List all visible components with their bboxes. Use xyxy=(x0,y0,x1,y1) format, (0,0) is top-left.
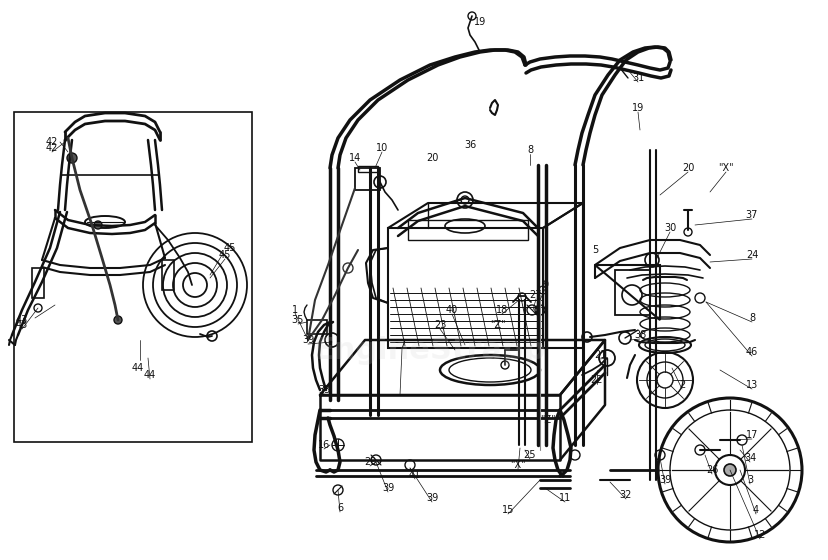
Text: 45: 45 xyxy=(224,243,236,253)
Text: 39: 39 xyxy=(426,493,437,503)
Text: "Z": "Z" xyxy=(489,320,505,330)
Text: 38: 38 xyxy=(633,330,645,340)
Text: 13: 13 xyxy=(745,380,758,390)
Text: "X": "X" xyxy=(509,460,525,470)
Text: 20: 20 xyxy=(426,153,438,163)
Text: 9: 9 xyxy=(542,280,547,290)
Text: 43: 43 xyxy=(16,315,28,325)
Circle shape xyxy=(723,464,735,476)
Bar xyxy=(32,268,44,298)
Text: 24: 24 xyxy=(745,250,758,260)
Bar xyxy=(614,270,649,315)
Text: 6: 6 xyxy=(336,503,343,513)
Text: 46: 46 xyxy=(745,347,758,357)
Text: 23: 23 xyxy=(433,320,445,330)
Text: 39: 39 xyxy=(382,483,393,493)
Bar xyxy=(358,166,378,172)
Text: 11: 11 xyxy=(558,493,570,503)
Text: 32: 32 xyxy=(619,490,632,500)
Text: 5: 5 xyxy=(591,245,598,255)
Text: 17: 17 xyxy=(745,430,758,440)
Text: 7: 7 xyxy=(398,340,405,350)
Text: 19: 19 xyxy=(631,103,643,113)
Text: 18: 18 xyxy=(495,305,508,315)
Text: EngineStrapp: EngineStrapp xyxy=(313,335,546,365)
Text: 2: 2 xyxy=(678,380,684,390)
Text: 35: 35 xyxy=(291,315,304,325)
Text: 22: 22 xyxy=(590,375,603,385)
Text: 26: 26 xyxy=(705,465,717,475)
Text: 15: 15 xyxy=(501,505,513,515)
Text: 10: 10 xyxy=(375,143,388,153)
Bar xyxy=(161,260,174,290)
Text: 44: 44 xyxy=(132,363,144,373)
Text: 41: 41 xyxy=(408,470,421,480)
Text: 21: 21 xyxy=(593,350,605,360)
Text: 16: 16 xyxy=(317,440,330,450)
Text: "Z": "Z" xyxy=(540,415,555,425)
Bar xyxy=(306,320,326,334)
Text: 8: 8 xyxy=(527,145,532,155)
Text: 42: 42 xyxy=(46,137,58,147)
Text: 34: 34 xyxy=(743,453,755,463)
Text: 39: 39 xyxy=(658,475,671,485)
Text: 43: 43 xyxy=(16,320,28,330)
Text: 12: 12 xyxy=(753,530,765,540)
Bar xyxy=(388,228,542,348)
Text: 30: 30 xyxy=(663,223,676,233)
Bar xyxy=(14,112,252,442)
Bar xyxy=(407,220,527,240)
Circle shape xyxy=(67,153,77,163)
Circle shape xyxy=(114,316,122,324)
Text: 14: 14 xyxy=(349,153,361,163)
Text: 45: 45 xyxy=(219,250,231,260)
Text: 4: 4 xyxy=(752,505,758,515)
Text: 33: 33 xyxy=(317,385,330,395)
Text: 44: 44 xyxy=(144,370,156,380)
Text: "X": "X" xyxy=(717,163,733,173)
Text: 29: 29 xyxy=(363,457,376,467)
Circle shape xyxy=(94,221,102,229)
Text: 31: 31 xyxy=(631,73,643,83)
Text: 3: 3 xyxy=(746,475,752,485)
Text: 42: 42 xyxy=(46,143,58,153)
Text: 36: 36 xyxy=(464,140,475,150)
Text: 19: 19 xyxy=(474,17,485,27)
Text: 1: 1 xyxy=(291,305,298,315)
Text: 25: 25 xyxy=(523,450,536,460)
Text: 39: 39 xyxy=(301,335,314,345)
Text: 40: 40 xyxy=(445,305,458,315)
Bar xyxy=(354,168,379,190)
Text: 37: 37 xyxy=(745,210,758,220)
Text: 20: 20 xyxy=(681,163,693,173)
Text: 27: 27 xyxy=(529,290,542,300)
Text: 8: 8 xyxy=(748,313,754,323)
